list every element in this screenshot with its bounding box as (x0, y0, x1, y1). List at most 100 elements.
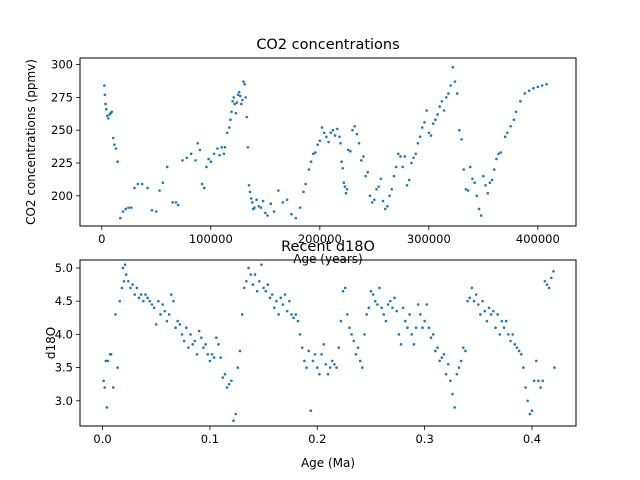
d18o-data-point (152, 306, 156, 310)
d18o-data-point (511, 333, 514, 336)
co2-data-point (343, 185, 347, 188)
co2-data-point (381, 199, 385, 203)
co2-data-point (234, 111, 238, 115)
d18o-data-point (294, 313, 298, 316)
d18o-data-point (150, 303, 154, 306)
co2-data-point (397, 152, 400, 156)
co2-data-point (412, 156, 415, 160)
d18o-data-point (191, 343, 195, 346)
d18o-data-point (474, 293, 478, 296)
d18o-data-point (120, 286, 124, 290)
co2-data-point (370, 201, 374, 204)
co2-data-point (335, 127, 339, 131)
d18o-data-point (163, 309, 167, 313)
d18o-data-point (240, 313, 244, 316)
d18o-data-point (268, 296, 272, 300)
co2-data-point (216, 147, 219, 150)
d18o-data-point (468, 296, 472, 300)
d18o-data-point (303, 359, 306, 363)
co2-data-point (479, 214, 483, 217)
d18o-data-point (519, 352, 523, 356)
d18o-data-point (193, 339, 197, 343)
co2-data-point (150, 208, 154, 212)
co2-data-point (477, 207, 481, 211)
co2-data-point (272, 210, 276, 213)
d18o-data-point (202, 346, 205, 349)
d18o-data-point (195, 352, 199, 356)
d18o-x-ticks: 0.0 0.1 0.2 0.3 0.4 (93, 426, 541, 446)
d18o-data-point (479, 313, 482, 316)
d18o-data-point (509, 339, 512, 343)
co2-data-point (512, 118, 516, 121)
d18o-data-point (553, 366, 556, 369)
co2-data-point (136, 182, 140, 186)
d18o-y-axis-label: d18O (44, 327, 58, 359)
d18o-y-ticks: 3.0 3.5 4.0 4.5 5.0 (55, 261, 80, 408)
d18o-data-point (530, 409, 534, 413)
d18o-data-point (251, 283, 255, 286)
co2-data-point (447, 92, 450, 95)
co2-data-point (418, 135, 422, 139)
co2-data-point (449, 84, 452, 87)
d18o-data-point (208, 359, 212, 363)
co2-data-point (340, 160, 343, 163)
d18o-data-point (431, 333, 435, 336)
d18o-plot-frame (79, 259, 577, 427)
co2-data-point (212, 152, 216, 156)
co2-data-point (344, 191, 348, 195)
co2-data-point (281, 201, 285, 204)
co2-data-point (196, 142, 200, 145)
d18o-data-point (122, 279, 126, 283)
co2-data-point (238, 94, 242, 98)
d18o-data-point (249, 273, 252, 276)
co2-data-point (104, 102, 107, 106)
d18o-data-point (408, 313, 411, 316)
d18o-y-tick-label: 5.0 (55, 261, 73, 275)
co2-data-point (240, 102, 243, 106)
d18o-data-point (346, 313, 349, 316)
co2-data-point (225, 131, 229, 135)
co2-data-point (220, 145, 224, 149)
d18o-data-point (337, 346, 341, 349)
d18o-data-point (427, 326, 431, 330)
co2-data-point (545, 82, 548, 86)
co2-data-point (386, 205, 389, 208)
d18o-data-point (296, 319, 300, 323)
d18o-data-point (416, 303, 420, 306)
co2-data-point (455, 92, 459, 95)
d18o-data-point (451, 392, 454, 396)
d18o-data-point (419, 313, 422, 316)
co2-data-point (290, 212, 293, 216)
d18o-data-point (461, 346, 465, 349)
d18o-data-point (292, 316, 295, 320)
d18o-chart-title: Recent d18O (281, 239, 375, 255)
co2-data-point (464, 187, 468, 191)
co2-data-point (103, 93, 107, 97)
co2-data-point (351, 128, 354, 132)
d18o-data-point (483, 309, 487, 313)
d18o-data-point (459, 359, 463, 363)
d18o-data-point (350, 333, 353, 336)
d18o-data-point (139, 293, 143, 296)
d18o-data-point (217, 343, 220, 346)
co2-data-point (205, 165, 208, 169)
co2-data-point (436, 113, 439, 116)
d18o-data-point (133, 293, 137, 296)
co2-data-point (124, 207, 128, 211)
d18o-data-point (404, 319, 407, 323)
d18o-data-point (470, 286, 474, 290)
co2-data-point (416, 142, 420, 145)
d18o-data-point (373, 299, 377, 303)
co2-data-point (264, 211, 267, 215)
d18o-data-point (273, 306, 276, 310)
d18o-data-point (283, 293, 287, 296)
co2-data-point (383, 207, 387, 211)
d18o-data-point (281, 303, 285, 306)
d18o-data-point (148, 299, 152, 303)
co2-data-point (114, 147, 118, 150)
co2-data-point (399, 155, 402, 158)
co2-data-point (133, 186, 136, 190)
d18o-data-point (545, 283, 549, 286)
d18o-data-point (324, 362, 328, 366)
d18o-data-point (109, 352, 113, 356)
